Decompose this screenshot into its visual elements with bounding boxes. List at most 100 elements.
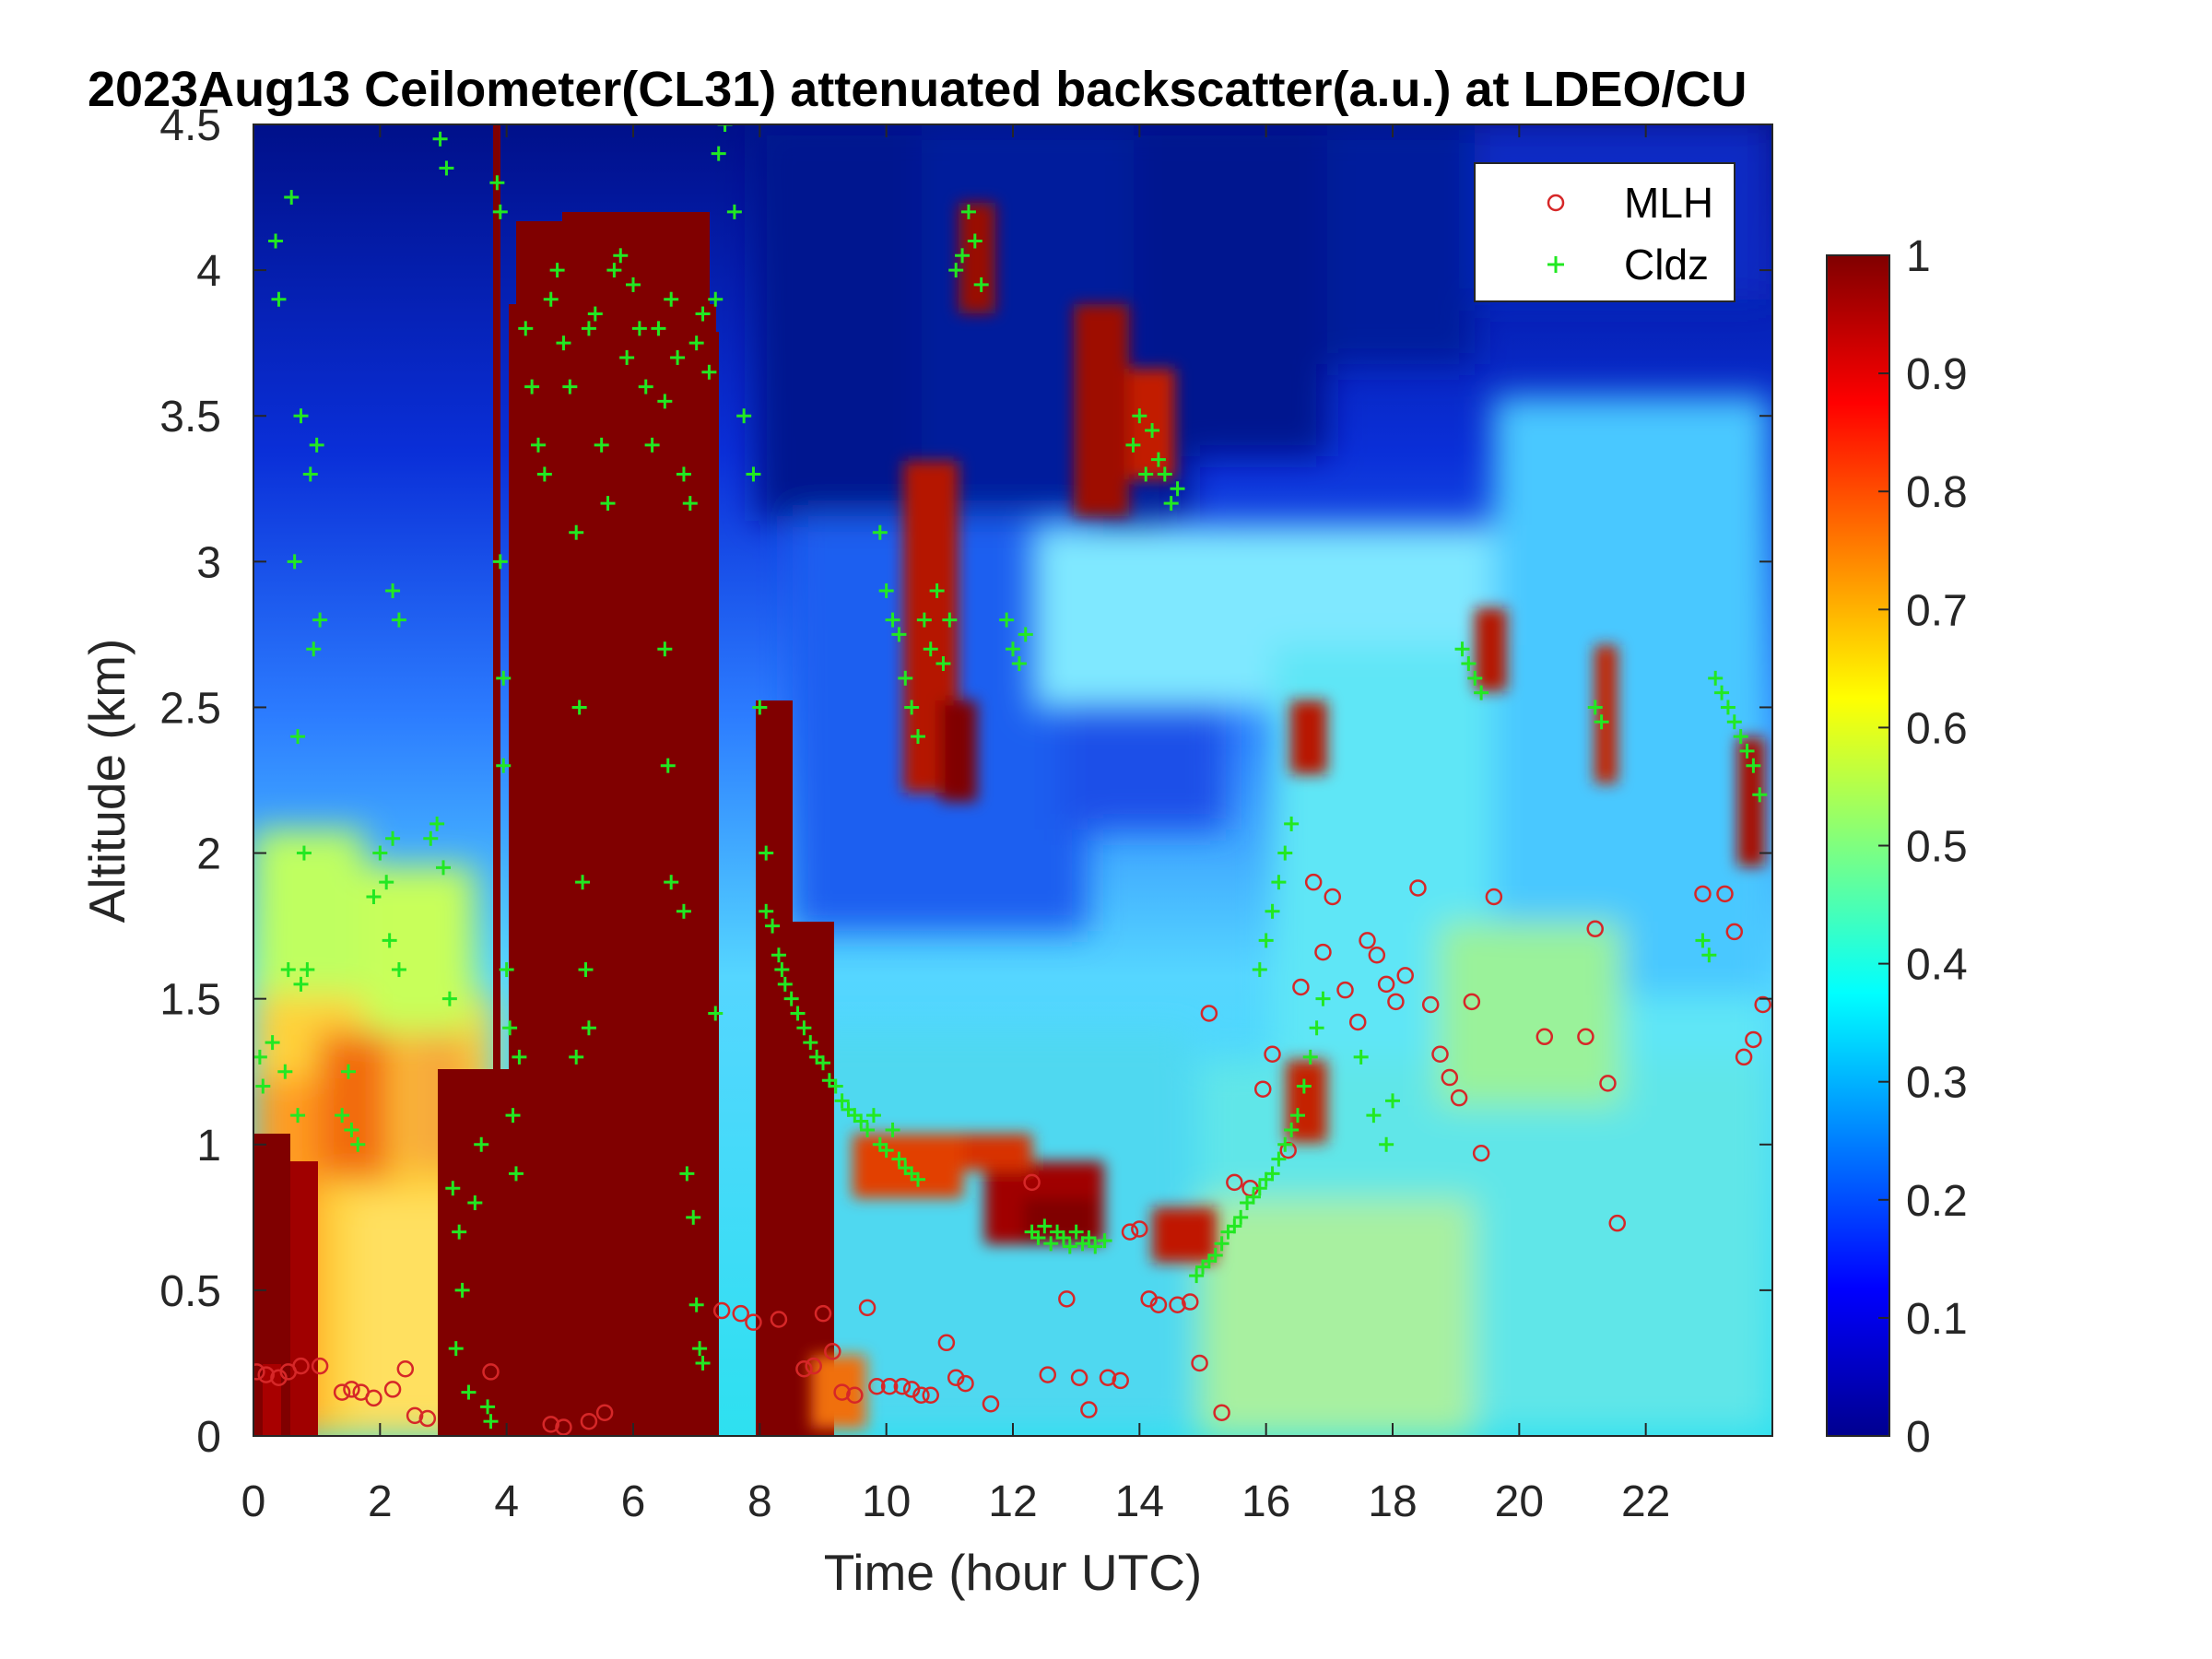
mlh-point [1608, 1214, 1627, 1232]
mlh-point [383, 1381, 402, 1398]
colorbar-tick-label: 0.5 [1906, 823, 1968, 872]
cldz-point [1733, 729, 1748, 745]
mlh-point [1182, 1293, 1199, 1311]
cldz-point [578, 962, 594, 978]
cldz-point [1315, 991, 1331, 1006]
cldz-point [441, 991, 457, 1006]
mlh-point [333, 1383, 351, 1401]
cldz-point [1739, 743, 1755, 759]
mlh-point [257, 1366, 275, 1383]
cldz-point [911, 1171, 925, 1187]
cldz-point [717, 124, 733, 132]
mlh-point [1441, 1068, 1459, 1087]
cldz-point [701, 364, 717, 380]
cldz-point [657, 641, 673, 657]
cldz-point [293, 976, 309, 992]
x-tick-label: 16 [1241, 1477, 1290, 1526]
cldz-point [1271, 875, 1287, 890]
x-axis: 0 2 4 6 8 10 12 14 16 18 20 22 [241, 124, 1670, 1526]
cldz-point [268, 233, 284, 249]
mlh-point [1099, 1369, 1117, 1387]
cldz-point [454, 1282, 470, 1298]
mlh-point [418, 1409, 437, 1428]
x-tick-label: 2 [368, 1477, 393, 1526]
cldz-point [783, 991, 799, 1006]
cldz-point [1296, 1078, 1312, 1094]
cldz-point [726, 204, 742, 219]
cldz-point [1302, 1049, 1318, 1065]
mlh-point [542, 1416, 559, 1433]
colorbar-tick-label: 1 [1906, 232, 1931, 281]
cldz-point [942, 612, 958, 628]
cldz-point [600, 496, 616, 512]
legend-mlh-marker [1547, 194, 1565, 212]
cldz-point [439, 160, 454, 176]
cldz-point [948, 263, 964, 278]
cldz-point [341, 1064, 356, 1079]
colorbar-tick-label: 0.2 [1906, 1177, 1968, 1226]
mlh-point [1253, 1080, 1272, 1098]
mlh-point [1264, 1045, 1281, 1063]
mlh-point [957, 1374, 974, 1393]
cldz-point [499, 962, 514, 978]
mlh-point [270, 1369, 288, 1387]
cldz-point [1467, 670, 1483, 686]
cldz-point [1366, 1108, 1382, 1124]
mlh-point [1359, 932, 1376, 949]
mlh-point [311, 1357, 329, 1375]
cldz-point [752, 700, 768, 715]
x-axis-label: Time (hour UTC) [824, 1544, 1203, 1601]
mlh-point [1039, 1366, 1057, 1383]
mlh-point [893, 1377, 912, 1395]
x-tick-label: 0 [241, 1477, 266, 1526]
cldz-point [1271, 1151, 1287, 1167]
y-tick-label: 0 [196, 1413, 221, 1462]
cldz-point [796, 1020, 812, 1036]
cldz-point [543, 291, 559, 307]
cldz-point [644, 437, 660, 453]
heatmap-aerosol-layer [802, 396, 1770, 1436]
cldz-point [1265, 1166, 1280, 1182]
cldz-point [774, 962, 790, 978]
cldz-point [1227, 1218, 1242, 1234]
cldz-point [1695, 933, 1711, 948]
cldz-point [350, 1136, 366, 1152]
mlh-point [1080, 1401, 1098, 1418]
mlh-point [732, 1304, 749, 1323]
mlh-point [1279, 1141, 1297, 1159]
mlh-point [1377, 975, 1395, 994]
cldz-point [436, 860, 451, 876]
cldz-point [271, 291, 287, 307]
cldz-point [790, 1006, 806, 1021]
mlh-point [1387, 993, 1405, 1011]
cldz-point [1055, 1230, 1071, 1245]
cldz-point [1132, 408, 1147, 424]
mlh-point [1535, 1028, 1554, 1046]
cldz-point [613, 248, 629, 264]
colorbar-ticks: 0 0.1 0.2 0.3 0.4 0.5 0.6 0.7 0.8 0.9 1 [1878, 232, 1968, 1462]
cldz-point [860, 1122, 876, 1137]
cldz-point [676, 903, 691, 919]
cldz-point [1284, 1122, 1300, 1137]
mlh-point [1485, 888, 1503, 906]
cldz-point [571, 700, 587, 715]
cldz-point [1011, 656, 1027, 672]
mlh-point [1169, 1296, 1186, 1313]
mlh-point [1396, 967, 1414, 984]
colorbar-tick-label: 0.9 [1906, 350, 1968, 399]
cldz-point [664, 875, 679, 890]
cldz-point [569, 1049, 584, 1065]
cldz-point [293, 408, 309, 424]
cldz-point [1150, 452, 1166, 467]
mlh-point [1716, 885, 1734, 903]
mlh-point [1599, 1075, 1617, 1092]
cldz-point [489, 175, 505, 191]
cldz-point [474, 1136, 489, 1152]
cldz-point [898, 670, 913, 686]
cldz-point [300, 962, 315, 978]
cldz-point [1252, 1181, 1267, 1196]
cldz-point [664, 291, 679, 307]
cldz-point [496, 670, 512, 686]
cldz-point [492, 204, 508, 219]
